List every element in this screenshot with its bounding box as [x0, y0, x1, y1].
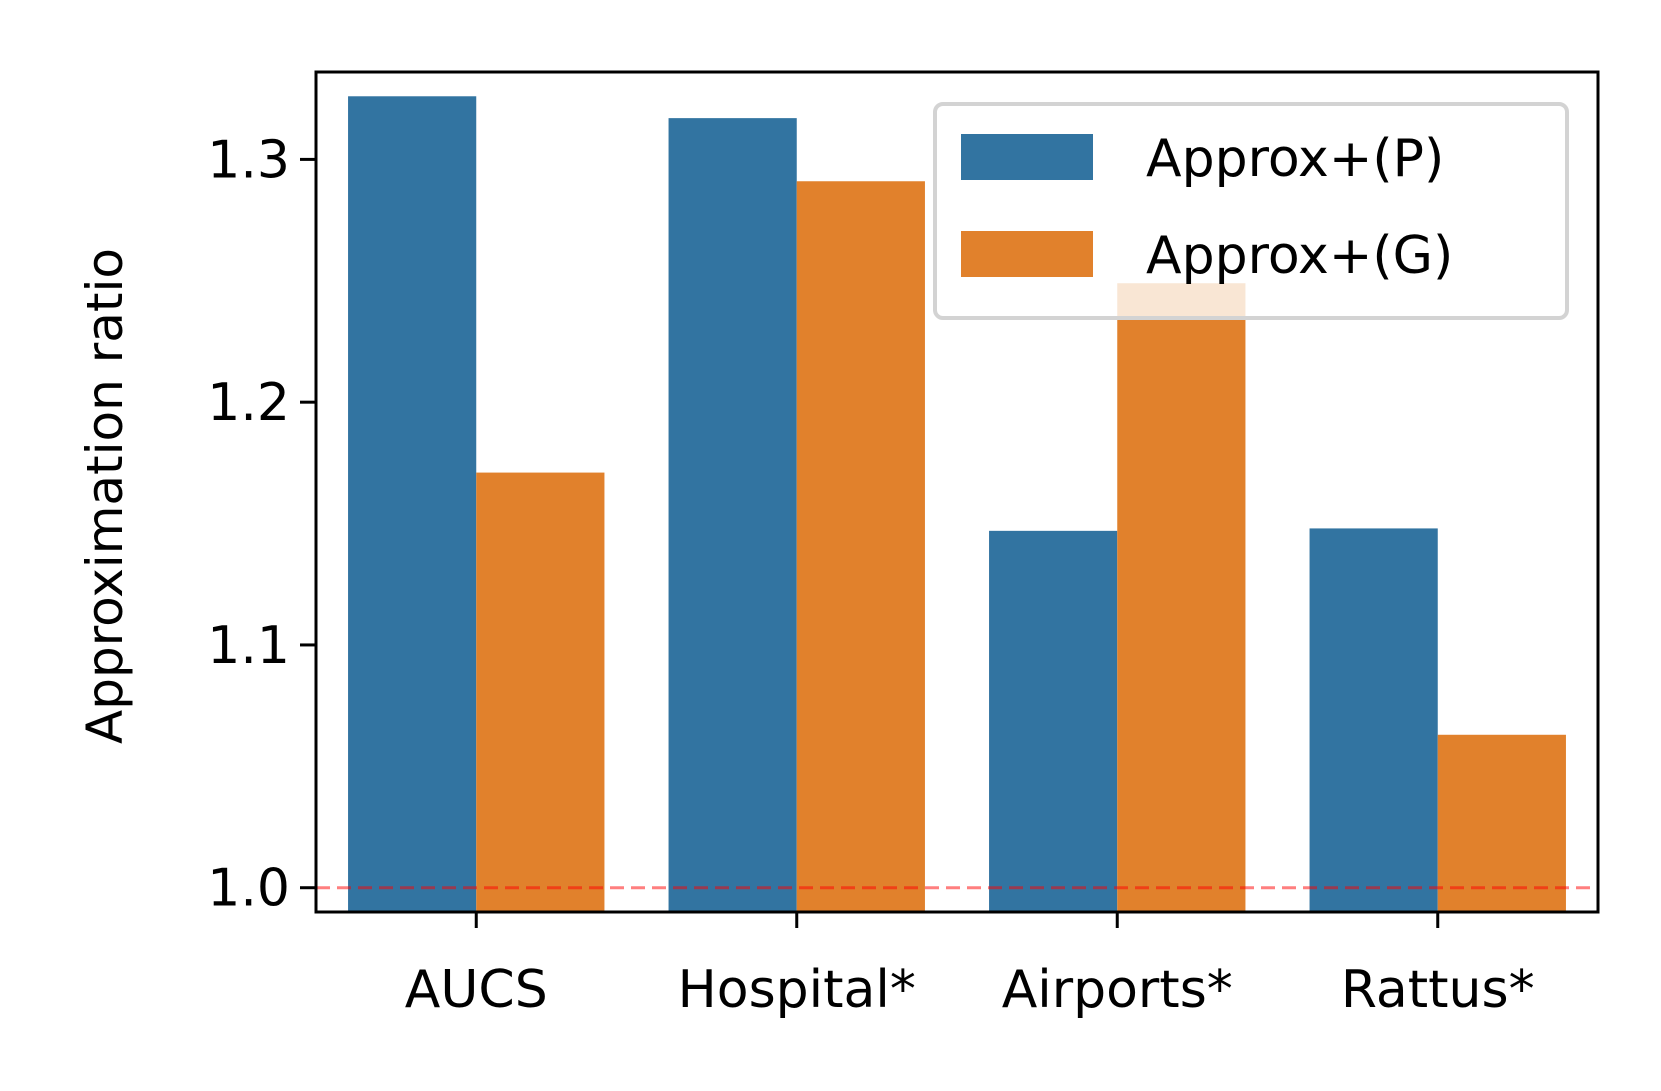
y-tick-label: 1.3 [207, 130, 290, 190]
legend-label-approx-p[interactable]: Approx+(P) [1146, 129, 1444, 189]
bar-approx-p-airports [989, 530, 1118, 912]
bars-layer [348, 96, 1566, 913]
legend[interactable]: Approx+(P) Approx+(G) [933, 102, 1569, 320]
legend-swatch-approx-p[interactable] [961, 134, 1093, 180]
x-tick-label: Airports* [1002, 960, 1233, 1020]
y-axis-title: Approximation ratio [76, 248, 134, 744]
plot-frame [314, 70, 1600, 914]
x-axis-ticks: AUCS Hospital* Airports* Rattus* [405, 912, 1535, 1020]
legend-label-approx-g[interactable]: Approx+(G) [1146, 226, 1453, 286]
legend-swatch-approx-g[interactable] [961, 231, 1093, 277]
bar-approx-g-rattus [1437, 734, 1566, 912]
y-axis-ticks: 1.0 1.1 1.2 1.3 [207, 130, 316, 919]
y-tick-label: 1.1 [207, 616, 290, 676]
bar-approx-g-hospital [796, 181, 925, 913]
bar-approx-g-airports [1117, 283, 1246, 912]
bar-approx-p-hospital [668, 118, 797, 912]
x-tick-label: Rattus* [1341, 960, 1535, 1020]
bar-approx-p-rattus [1309, 528, 1438, 912]
y-tick-label: 1.0 [207, 859, 290, 919]
bar-approx-g-aucs [476, 472, 605, 912]
x-tick-label: Hospital* [678, 960, 916, 1020]
x-tick-label: AUCS [405, 960, 548, 1020]
bar-approx-p-aucs [348, 96, 477, 912]
y-tick-label: 1.2 [207, 373, 290, 433]
